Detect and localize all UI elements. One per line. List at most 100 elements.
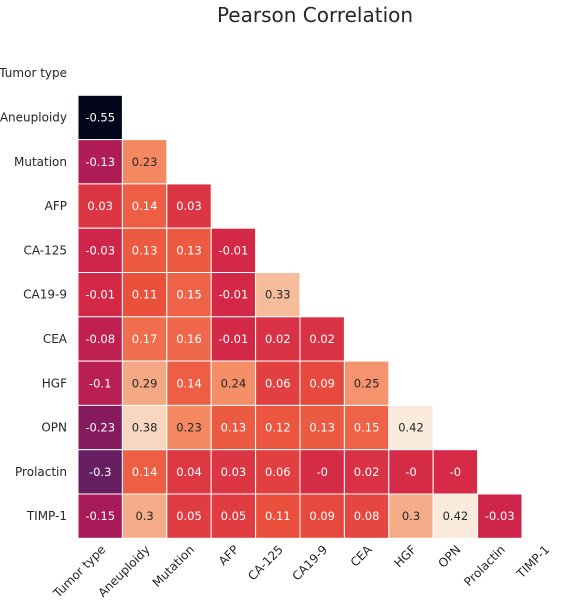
cell-value-label: 0.24: [221, 376, 247, 390]
cell-value-label: -0.23: [85, 421, 115, 435]
cell-value-label: -0.01: [219, 288, 249, 302]
heatmap-cell: [77, 94, 123, 141]
row-label: Prolactin: [15, 465, 67, 479]
chart-title: Pearson Correlation: [217, 3, 413, 27]
row-labels: Tumor type Aneuploidy Mutation AFP CA-125 CA1…: [0, 66, 68, 523]
heatmap-cells: -0.55 -0.13 0.23 0.03 0.14 0.03 -0.03 0.13 0.13 -…: [77, 94, 523, 539]
row-label: Mutation: [14, 155, 67, 169]
cell-value-label: 0.09: [309, 376, 335, 390]
cell-value-label: 0.03: [221, 465, 247, 479]
heatmap-cell: [343, 360, 390, 406]
heatmap-cell: [121, 493, 168, 539]
cell-value-label: 0.23: [176, 421, 202, 435]
heatmap-cell: [299, 316, 345, 362]
heatmap-cell: [77, 493, 123, 539]
cell-value-label: -0.1: [89, 376, 111, 390]
cell-value-label: 0.02: [354, 465, 380, 479]
cell-value-label: 0.42: [398, 421, 424, 435]
column-label: HGF: [391, 542, 419, 570]
cell-value-label: 0.03: [176, 199, 202, 213]
cell-value-label: -0.01: [219, 332, 249, 346]
column-label: Prolactin: [461, 543, 508, 590]
heatmap-cell: [210, 449, 257, 495]
cell-value-label: 0.04: [176, 465, 202, 479]
cell-value-label: 0.06: [265, 465, 291, 479]
heatmap-cell: [388, 404, 434, 451]
row-label: Aneuploidy: [0, 110, 67, 124]
heatmap-cell: [477, 493, 523, 539]
heatmap-cell: [166, 316, 212, 362]
row-label: TIMP-1: [26, 509, 67, 523]
heatmap-cell: [77, 139, 123, 185]
heatmap-cell: [77, 316, 123, 362]
cell-value-label: -0: [450, 465, 461, 479]
cell-value-label: -0.01: [85, 288, 115, 302]
column-label: CEA: [348, 542, 376, 570]
cell-value-label: -0.3: [89, 465, 111, 479]
cell-value-label: 0.33: [265, 288, 291, 302]
heatmap-cell: [210, 316, 257, 362]
cell-value-label: -0: [316, 465, 327, 479]
cell-value-label: 0.13: [309, 421, 335, 435]
cell-value-label: 0.06: [265, 376, 291, 390]
heatmap-cell: [255, 316, 301, 362]
column-label: TIMP-1: [513, 543, 552, 582]
heatmap-cell: [166, 493, 212, 539]
cell-value-label: 0.38: [132, 421, 158, 435]
heatmap-cell: [77, 404, 123, 451]
heatmap-cell: [121, 272, 168, 318]
cell-value-label: 0.25: [354, 376, 380, 390]
cell-value-label: 0.13: [176, 243, 202, 257]
cell-value-label: 0.3: [402, 509, 420, 523]
cell-value-label: 0.02: [265, 332, 291, 346]
row-label: OPN: [41, 421, 67, 435]
heatmap-cell: [210, 272, 257, 318]
cell-value-label: -0: [405, 465, 416, 479]
cell-value-label: 0.17: [132, 332, 158, 346]
cell-value-label: 0.11: [132, 288, 158, 302]
cell-value-label: 0.02: [309, 332, 335, 346]
column-label: CA19-9: [289, 543, 330, 584]
cell-value-label: -0.03: [85, 243, 115, 257]
row-label: AFP: [45, 199, 67, 213]
heatmap-cell: [121, 360, 168, 406]
heatmap-cell: [255, 493, 301, 539]
cell-value-label: 0.15: [354, 421, 380, 435]
row-label: CA19-9: [23, 288, 67, 302]
cell-value-label: -0.15: [85, 509, 115, 523]
cell-value-label: 0.42: [443, 509, 469, 523]
heatmap-cell: [166, 449, 212, 495]
heatmap-cell: [432, 449, 479, 495]
heatmap-cell: [166, 404, 212, 451]
heatmap-cell: [121, 316, 168, 362]
cell-value-label: 0.23: [132, 155, 158, 169]
heatmap-cell: [432, 493, 479, 539]
cell-value-label: -0.03: [485, 509, 515, 523]
cell-value-label: -0.13: [85, 155, 115, 169]
heatmap-cell: [166, 183, 212, 229]
column-label: Mutation: [150, 543, 197, 590]
row-label: Tumor type: [0, 66, 67, 80]
cell-value-label: 0.05: [176, 509, 202, 523]
cell-value-label: 0.13: [221, 421, 247, 435]
column-label: CA-125: [245, 543, 286, 584]
heatmap-cell: [210, 227, 257, 273]
column-label: OPN: [435, 543, 463, 571]
cell-value-label: 0.12: [265, 421, 291, 435]
cell-value-label: 0.16: [176, 332, 202, 346]
cell-value-label: 0.03: [87, 199, 113, 213]
cell-value-label: 0.14: [132, 199, 158, 213]
heatmap-cell: [299, 360, 345, 406]
cell-value-label: 0.29: [132, 376, 158, 390]
heatmap-cell: [210, 493, 257, 539]
heatmap-cell: [343, 449, 390, 495]
cell-value-label: 0.08: [354, 509, 380, 523]
row-label: CEA: [43, 332, 68, 346]
heatmap-cell: [77, 360, 123, 406]
heatmap-cell: [388, 493, 434, 539]
heatmap-cell: [121, 227, 168, 273]
cell-value-label: 0.15: [176, 288, 202, 302]
heatmap-cell: [299, 493, 345, 539]
